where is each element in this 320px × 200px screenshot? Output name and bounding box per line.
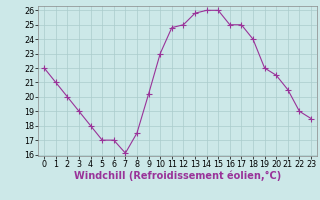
X-axis label: Windchill (Refroidissement éolien,°C): Windchill (Refroidissement éolien,°C) <box>74 171 281 181</box>
